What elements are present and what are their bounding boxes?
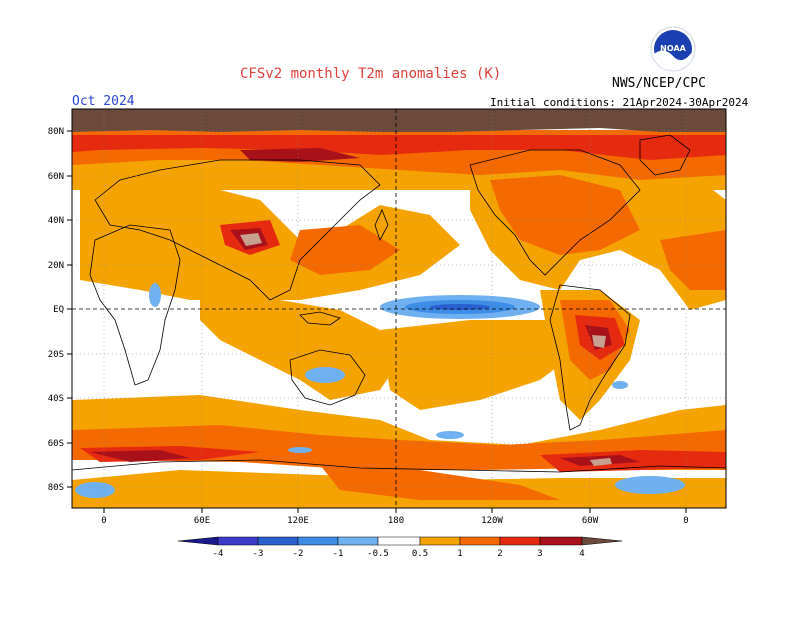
lat-label: 40N [48,216,64,226]
legend-tick: -1 [333,549,344,559]
legend-swatch [499,536,541,546]
lon-label: 0 [101,516,106,526]
lat-label: 80S [48,483,64,493]
lat-label: EQ [53,305,64,315]
legend-tick: -0.5 [367,549,389,559]
color-legend: -4 -3 -2 -1 -0.5 0.5 1 2 3 4 [177,536,623,559]
organization-label: NWS/NCEP/CPC [612,76,706,91]
lat-label: 80N [48,127,64,137]
coastlines [72,134,726,473]
initial-conditions: Initial conditions: 21Apr2024-30Apr2024 [490,96,749,109]
legend-tick: -2 [293,549,304,559]
lat-label: 60N [48,172,64,182]
lat-label: 40S [48,394,64,404]
lat-label: 20N [48,261,64,271]
legend-arrow-max [581,536,623,546]
legend-tick: 2 [497,549,502,559]
legend-swatch [337,536,379,546]
arctic-strong-warm [72,109,726,132]
legend-tick: -3 [253,549,264,559]
reference-lines [72,109,726,508]
latitude-axis: 80N 60N 40N 20N EQ 20S 40S 60S 80S [48,127,72,493]
cool-anomalies [75,283,685,498]
lon-label: 120E [287,516,309,526]
legend-swatch [419,536,461,546]
legend-swatch [459,536,501,546]
warm-anomaly-3 [90,148,640,466]
legend-swatch [377,536,421,546]
legend-tick: 0.5 [412,549,428,559]
lon-label: 120W [481,516,503,526]
valid-month: Oct 2024 [72,94,135,109]
legend-swatch [297,536,339,546]
legend-arrow-min [177,536,219,546]
lat-label: 60S [48,439,64,449]
map-title: CFSv2 monthly T2m anomalies (K) [240,66,502,82]
legend-swatch [217,536,259,546]
graticule [72,109,726,508]
lon-label: 0 [683,516,688,526]
legend-tick: 4 [579,549,584,559]
legend-tick: -4 [213,549,224,559]
logo-text: NOAA [660,44,686,53]
longitude-axis: 0 60E 120E 180 120W 60W 0 [101,508,689,526]
lon-label: 180 [388,516,404,526]
warm-anomaly-4 [240,233,612,466]
legend-swatch [257,536,299,546]
noaa-logo: NOAA [650,26,696,72]
lon-label: 60W [582,516,599,526]
legend-swatches [177,536,623,546]
anomaly-field [72,109,726,508]
lon-label: 60E [194,516,210,526]
legend-swatch [539,536,583,546]
legend-tick: 1 [457,549,462,559]
legend-tick: 3 [537,549,542,559]
lat-label: 20S [48,350,64,360]
